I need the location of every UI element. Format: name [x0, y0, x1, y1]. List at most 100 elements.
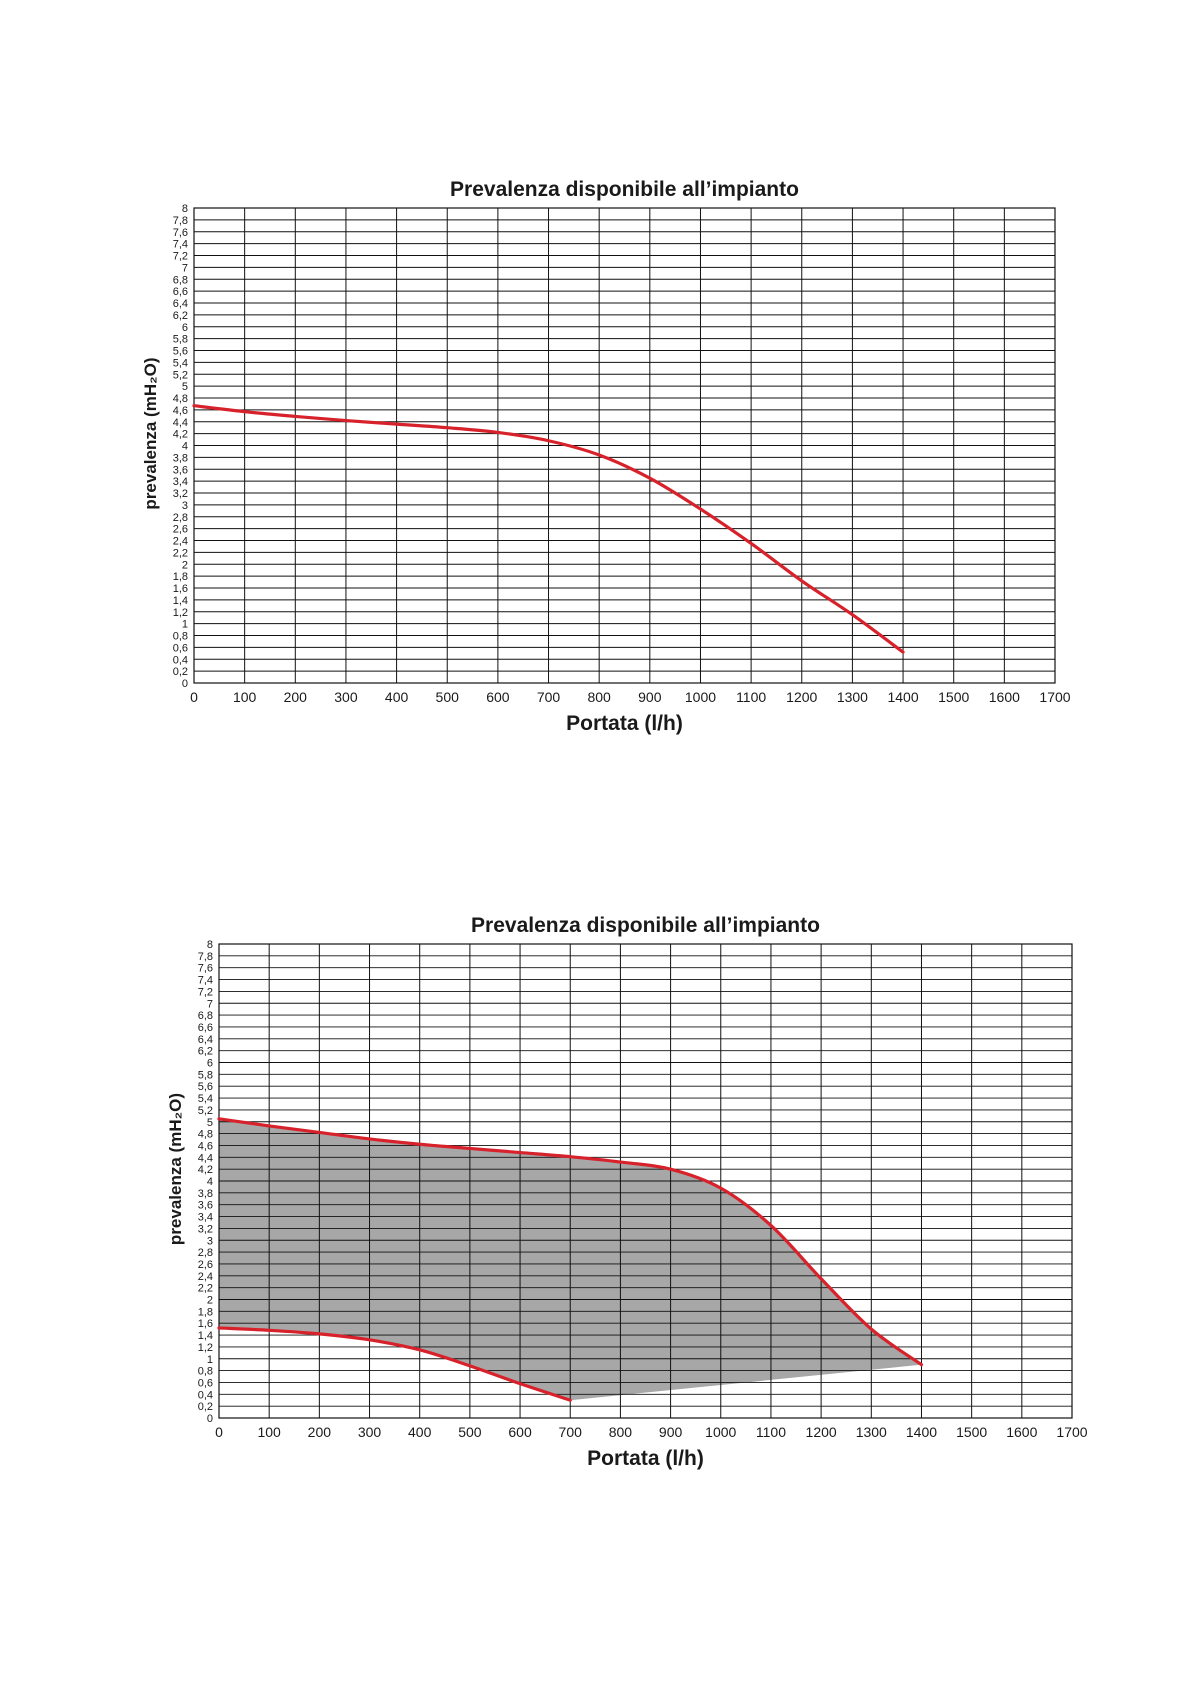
y-tick-label: 4,8 [198, 1129, 213, 1141]
series-line [217, 1326, 572, 1402]
chart-title: Prevalenza disponibile all’impianto [450, 178, 799, 201]
y-tick-label: 0,4 [198, 1389, 213, 1401]
x-tick-label: 600 [508, 1424, 532, 1440]
y-tick-label: 3,6 [198, 1200, 213, 1212]
x-tick-label: 1500 [938, 689, 969, 705]
y-tick-label: 1,4 [173, 595, 188, 607]
y-axis-label: prevalenza (mH₂O) [141, 357, 160, 509]
x-axis-label: Portata (l/h) [587, 1447, 704, 1470]
y-tick-label: 1 [182, 619, 188, 631]
x-tick-label: 1300 [856, 1424, 887, 1440]
y-tick-label: 1,6 [173, 583, 188, 595]
y-tick-label: 5 [207, 1117, 213, 1129]
y-tick-label: 6,2 [198, 1046, 213, 1058]
y-tick-label: 1 [207, 1354, 213, 1366]
y-tick-label: 6,2 [173, 310, 188, 322]
y-tick-label: 4,4 [173, 417, 188, 429]
y-tick-label: 7 [182, 262, 188, 274]
y-tick-label: 3,8 [198, 1188, 213, 1200]
x-tick-label: 1000 [705, 1424, 736, 1440]
y-tick-label: 7,2 [173, 251, 188, 263]
x-tick-label: 0 [190, 689, 198, 705]
y-tick-label: 7,4 [173, 239, 188, 251]
y-tick-label: 2,8 [173, 512, 188, 524]
y-tick-label: 5,8 [198, 1069, 213, 1081]
x-tick-label: 300 [334, 689, 358, 705]
y-tick-label: 4,6 [173, 405, 188, 417]
x-tick-label: 400 [385, 689, 409, 705]
y-tick-label: 4,2 [198, 1164, 213, 1176]
x-tick-label: 800 [609, 1424, 633, 1440]
y-tick-label: 5,2 [198, 1105, 213, 1117]
y-tick-label: 6,4 [198, 1034, 213, 1046]
x-axis-label: Portata (l/h) [566, 712, 683, 735]
x-tick-label: 200 [284, 689, 308, 705]
x-tick-label: 800 [587, 689, 611, 705]
y-tick-label: 4,2 [173, 429, 188, 441]
y-axis-label: prevalenza (mH₂O) [166, 1093, 185, 1245]
x-tick-label: 500 [458, 1424, 482, 1440]
x-tick-label: 600 [486, 689, 510, 705]
chart-2: 00,20,40,60,811,21,41,61,822,22,42,62,83… [166, 914, 1088, 1470]
y-tick-label: 5,4 [198, 1093, 213, 1105]
y-tick-label: 2,6 [198, 1259, 213, 1271]
y-tick-label: 1,2 [173, 607, 188, 619]
y-tick-label: 7 [207, 998, 213, 1010]
y-tick-label: 7,8 [173, 215, 188, 227]
x-tick-label: 1200 [786, 689, 817, 705]
y-tick-label: 3,4 [198, 1212, 213, 1224]
y-tick-label: 6,8 [173, 274, 188, 286]
series-line [217, 1117, 924, 1367]
plot-frame [193, 207, 1056, 684]
y-tick-label: 6 [207, 1058, 213, 1070]
y-tick-label: 5,6 [198, 1081, 213, 1093]
y-tick-label: 6,8 [198, 1010, 213, 1022]
x-tick-label: 1400 [887, 689, 918, 705]
x-tick-label: 1100 [756, 1424, 786, 1440]
y-tick-label: 7,8 [198, 951, 213, 963]
y-tick-label: 2,2 [173, 547, 188, 559]
y-tick-label: 7,6 [173, 227, 188, 239]
y-tick-label: 7,6 [198, 963, 213, 975]
y-tick-label: 0,8 [173, 631, 188, 643]
x-tick-label: 900 [638, 689, 662, 705]
x-tick-label: 200 [308, 1424, 332, 1440]
y-tick-label: 0 [182, 678, 188, 690]
y-tick-label: 3,6 [173, 464, 188, 476]
y-tick-label: 1,8 [173, 571, 188, 583]
y-tick-label: 2,4 [173, 536, 188, 548]
y-tick-label: 5,2 [173, 369, 188, 381]
x-tick-label: 900 [659, 1424, 683, 1440]
x-tick-label: 100 [233, 689, 257, 705]
x-tick-label: 1400 [906, 1424, 937, 1440]
y-tick-label: 5,6 [173, 346, 188, 358]
y-tick-label: 5 [182, 381, 188, 393]
y-tick-label: 5,8 [173, 334, 188, 346]
y-tick-label: 2 [182, 559, 188, 571]
y-tick-label: 0 [207, 1413, 213, 1425]
x-tick-label: 700 [537, 689, 561, 705]
y-tick-label: 0,6 [173, 642, 188, 654]
y-tick-label: 4,6 [198, 1140, 213, 1152]
y-tick-label: 3,2 [173, 488, 188, 500]
y-tick-label: 5,4 [173, 357, 188, 369]
y-tick-label: 2,2 [198, 1283, 213, 1295]
x-tick-label: 1600 [989, 689, 1020, 705]
y-tick-label: 4 [182, 441, 188, 453]
y-tick-label: 7,2 [198, 986, 213, 998]
y-tick-label: 2,4 [198, 1271, 213, 1283]
y-tick-label: 3,4 [173, 476, 188, 488]
y-tick-label: 2 [207, 1295, 213, 1307]
y-tick-label: 1,8 [198, 1306, 213, 1318]
y-tick-label: 3 [182, 500, 188, 512]
x-tick-label: 1300 [837, 689, 868, 705]
y-tick-label: 0,2 [198, 1401, 213, 1413]
y-tick-label: 2,6 [173, 524, 188, 536]
x-tick-label: 1100 [736, 689, 766, 705]
x-tick-label: 1700 [1056, 1424, 1087, 1440]
x-tick-label: 700 [559, 1424, 583, 1440]
chart-title: Prevalenza disponibile all’impianto [471, 914, 820, 937]
x-tick-label: 1500 [956, 1424, 987, 1440]
x-tick-label: 500 [436, 689, 460, 705]
